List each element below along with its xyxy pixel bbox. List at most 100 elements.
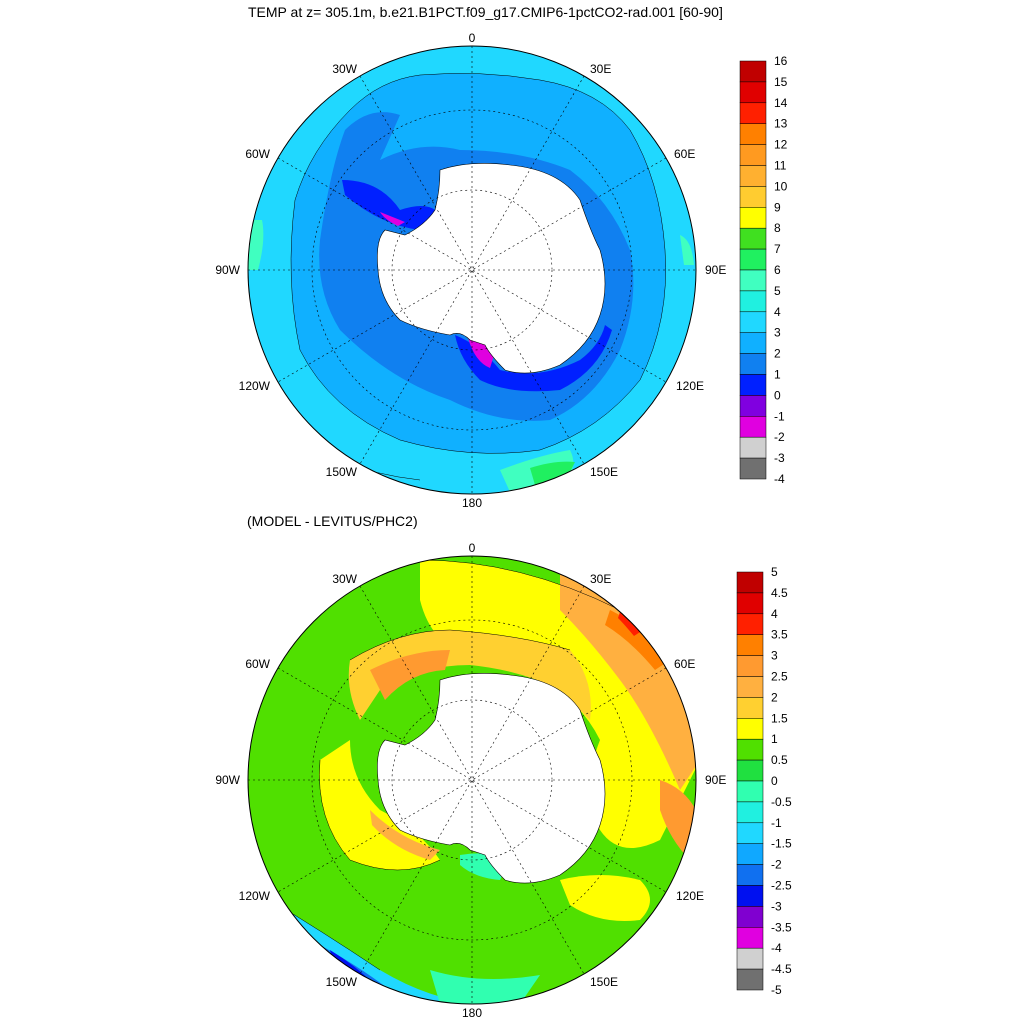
map2-colorbar-label: -4.5 <box>771 962 792 976</box>
map1-colorbar-swatch <box>739 248 767 271</box>
map1-colorbar-swatch <box>739 416 767 438</box>
map1-colorbar-swatch <box>739 311 767 333</box>
map1-colorbar-label: 2 <box>774 347 781 361</box>
map2-lon-label: 90W <box>215 773 240 787</box>
map1-region-1a <box>342 180 440 230</box>
map2-colorbar-swatch <box>736 613 764 635</box>
map1-antarctica <box>377 163 606 374</box>
map1-boundary <box>247 45 697 495</box>
map2-region-neg0-5b <box>430 970 540 1004</box>
map1-lon-label: 120W <box>239 379 271 393</box>
map2-lon-label: 30E <box>590 572 611 586</box>
map1-lon-label: 60E <box>674 147 695 161</box>
map2-region-2b <box>370 810 440 860</box>
map1-colorbar-swatch <box>739 332 767 354</box>
map2-colorbar-label: 0.5 <box>771 753 788 767</box>
map2-colorbar-swatch <box>736 801 764 824</box>
map2-colorbar-label: 1 <box>771 732 778 746</box>
map2-colorbar-label: -3 <box>771 899 782 913</box>
map2-colorbar-label: -0.5 <box>771 795 792 809</box>
map2-region-2a <box>348 630 591 720</box>
map1-colorbar-label: -4 <box>774 472 785 486</box>
map2-colorbar-label: 2 <box>771 690 778 704</box>
map1-colorbar-swatch <box>739 374 767 396</box>
map2-colorbar-swatch <box>736 843 764 865</box>
map1-colorbar-swatch <box>739 436 767 459</box>
map1-region-6a <box>248 220 264 270</box>
map1-colorbar-label: -1 <box>774 409 785 423</box>
map2-colorbar-label: 3 <box>771 649 778 663</box>
map2-colorbar-swatch <box>736 718 764 740</box>
map1-colorbar-swatch <box>739 144 767 166</box>
map2-colorbar-label: -1 <box>771 816 782 830</box>
map2-colorbar-label: 1.5 <box>771 711 788 725</box>
map1-colorbar-swatch <box>739 102 767 124</box>
map2-colorbar-label: 4 <box>771 607 778 621</box>
map2-colorbar-swatch <box>736 676 764 698</box>
map1-lon-label: 150E <box>590 465 618 479</box>
map2-lon-label: 120E <box>676 889 704 903</box>
map1-colorbar-label: 10 <box>774 179 788 193</box>
map1-polar-plot: 0 30E 60E 90E 120E 150E 180 150W 120W 90… <box>215 31 726 510</box>
map2-colorbar-swatch <box>736 906 764 928</box>
map2-colorbar-swatch <box>736 655 764 677</box>
map2-region-2-5 <box>560 570 696 790</box>
map2-lon-label: 180 <box>462 1006 482 1020</box>
map1-colorbar-label: -3 <box>774 451 785 465</box>
map2-region-3b <box>370 650 450 700</box>
map1-colorbar-swatch <box>739 186 767 208</box>
map1-colorbar-swatch <box>739 227 767 250</box>
map1-lon-label: 30W <box>332 62 357 76</box>
map2-graticule <box>248 556 696 1004</box>
map2-colorbar-swatch <box>736 864 764 886</box>
map2-colorbar-label: -1.5 <box>771 837 792 851</box>
map1-colorbar-label: 9 <box>774 200 781 214</box>
map1-lon-label: 90E <box>705 263 726 277</box>
map1-colorbar-label: 13 <box>774 117 788 131</box>
map1-region-6c <box>680 235 694 265</box>
map1-colorbar-swatch <box>739 457 767 480</box>
map1-colorbar-swatch <box>739 81 767 104</box>
map1-colorbar-swatch <box>739 123 767 145</box>
map2-region-4 <box>618 612 640 636</box>
map2-colorbar-swatch <box>736 947 764 970</box>
map2-colorbar-swatch <box>736 968 764 991</box>
map2-region-3a <box>605 610 670 670</box>
map2-colorbar-swatch <box>736 822 764 844</box>
map1-lon-label: 0 <box>469 31 476 45</box>
map1-lon-label: 60W <box>245 147 270 161</box>
map1-region-1b <box>455 325 612 392</box>
map1-colorbar-label: -2 <box>774 430 785 444</box>
map1-colorbar-label: 8 <box>774 221 781 235</box>
map2-colorbar-label: 0 <box>771 774 778 788</box>
map1-colorbar-label: 3 <box>774 326 781 340</box>
map2-polar-plot: 0 30E 60E 90E 120E 150E 180 150W 120W 90… <box>215 541 726 1020</box>
map2-colorbar-swatch <box>736 592 764 615</box>
map2-antarctica <box>377 673 606 884</box>
map2-lon-label: 150W <box>326 975 358 989</box>
map1-colorbar-label: 15 <box>774 75 788 89</box>
map1-colorbar-swatch <box>739 269 767 292</box>
map1-colorbar-label: 11 <box>774 159 787 173</box>
map2-colorbar-swatch <box>736 738 764 761</box>
map1-lon-label: 90W <box>215 263 240 277</box>
map2-lon-label: 0 <box>469 541 476 555</box>
map2-lon-label: 150E <box>590 975 618 989</box>
map2-colorbar-label: 3.5 <box>771 628 788 642</box>
map1-colorbar-swatch <box>739 353 767 375</box>
map2-colorbar-swatch <box>736 759 764 782</box>
map2-boundary <box>247 555 697 1005</box>
map1-lon-label: 120E <box>676 379 704 393</box>
map1-colorbar-swatch <box>739 290 767 313</box>
map1-colorbar-label: 7 <box>774 242 781 256</box>
map1-colorbar-label: 14 <box>774 96 788 110</box>
map1-colorbar-label: 4 <box>774 305 781 319</box>
map2-title: (MODEL - LEVITUS/PHC2) <box>247 513 418 529</box>
map1-lon-label: 150W <box>326 465 358 479</box>
map1-region-neg1a <box>380 212 405 226</box>
map2-colorbar-label: -4 <box>771 941 782 955</box>
map1-colorbar-label: 1 <box>774 368 781 382</box>
map1-colorbar-swatch <box>739 207 767 229</box>
map1-title: TEMP at z= 305.1m, b.e21.B1PCT.f09_g17.C… <box>248 4 723 20</box>
map1-colorbar-label: 5 <box>774 284 781 298</box>
